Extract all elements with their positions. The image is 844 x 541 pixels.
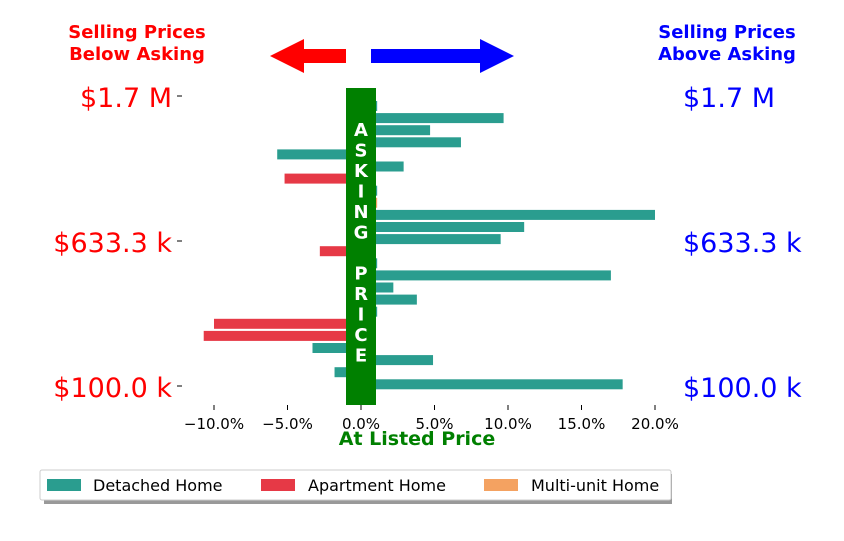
legend-swatch-detached — [47, 479, 81, 491]
bar-detached — [361, 137, 461, 148]
bar-detached — [361, 282, 394, 293]
legend-label-detached: Detached Home — [93, 476, 223, 495]
legend-box — [39, 469, 672, 501]
bar-detached — [361, 379, 623, 390]
x-tick-label: 20.0% — [631, 415, 679, 433]
bars-group — [203, 101, 655, 390]
legend-label-multiunit: Multi-unit Home — [531, 476, 659, 495]
legend-swatch-multiunit — [484, 479, 518, 491]
bar-detached — [361, 209, 655, 220]
x-tick-label: 10.0% — [484, 415, 532, 433]
price-label-left-top: $1.7 M — [80, 83, 172, 114]
bar-detached — [361, 234, 501, 245]
asking-letter: K — [354, 161, 369, 182]
x-tick-label: 5.0% — [415, 415, 453, 433]
bar-detached — [361, 125, 431, 136]
legend-label-apartment: Apartment Home — [308, 476, 446, 495]
x-axis: −10.0% −5.0% 0.0% 5.0% 10.0% 15.0% 20.0% — [184, 405, 679, 433]
asking-letter: G — [354, 223, 369, 244]
right-arrow-icon — [371, 39, 514, 73]
below-asking-header-line2: Below Asking — [69, 44, 205, 65]
asking-price-band — [346, 88, 376, 405]
asking-letter: E — [355, 346, 367, 367]
legend-swatch-apartment — [261, 479, 295, 491]
asking-letter: S — [355, 141, 368, 162]
price-label-left-bottom: $100.0 k — [53, 373, 172, 404]
price-label-right-mid: $633.3 k — [683, 228, 802, 259]
below-asking-header-line1: Selling Prices — [68, 22, 205, 43]
asking-letter: N — [353, 202, 368, 223]
asking-letter: I — [358, 305, 365, 326]
x-tick-label: 15.0% — [558, 415, 606, 433]
price-label-left-mid: $633.3 k — [53, 228, 172, 259]
x-axis-label: At Listed Price — [339, 428, 495, 450]
x-tick-label: −5.0% — [262, 415, 313, 433]
asking-letter: A — [354, 120, 368, 141]
left-arrow-icon — [270, 39, 346, 73]
bar-apartment — [319, 246, 361, 257]
bar-detached — [361, 294, 417, 305]
legend: Detached Home Apartment Home Multi-unit … — [39, 469, 672, 504]
bar-apartment — [214, 318, 361, 329]
price-label-right-top: $1.7 M — [683, 83, 775, 114]
asking-letter: R — [354, 284, 368, 305]
bar-detached — [361, 355, 434, 366]
above-asking-header-line1: Selling Prices — [658, 22, 795, 43]
price-label-right-bottom: $100.0 k — [683, 373, 802, 404]
bar-detached — [361, 113, 504, 124]
bar-apartment — [203, 330, 361, 341]
x-tick-label: −10.0% — [184, 415, 244, 433]
bar-detached — [277, 149, 361, 160]
above-asking-header-line2: Above Asking — [658, 44, 796, 65]
bar-detached — [361, 270, 611, 281]
bar-detached — [312, 343, 361, 353]
asking-letter: I — [358, 182, 365, 203]
asking-letter: P — [354, 264, 367, 285]
bar-detached — [361, 222, 525, 232]
bar-detached — [361, 161, 404, 172]
x-tick-label: 0.0% — [342, 415, 380, 433]
asking-letter: C — [354, 325, 367, 346]
bar-apartment — [284, 173, 361, 184]
